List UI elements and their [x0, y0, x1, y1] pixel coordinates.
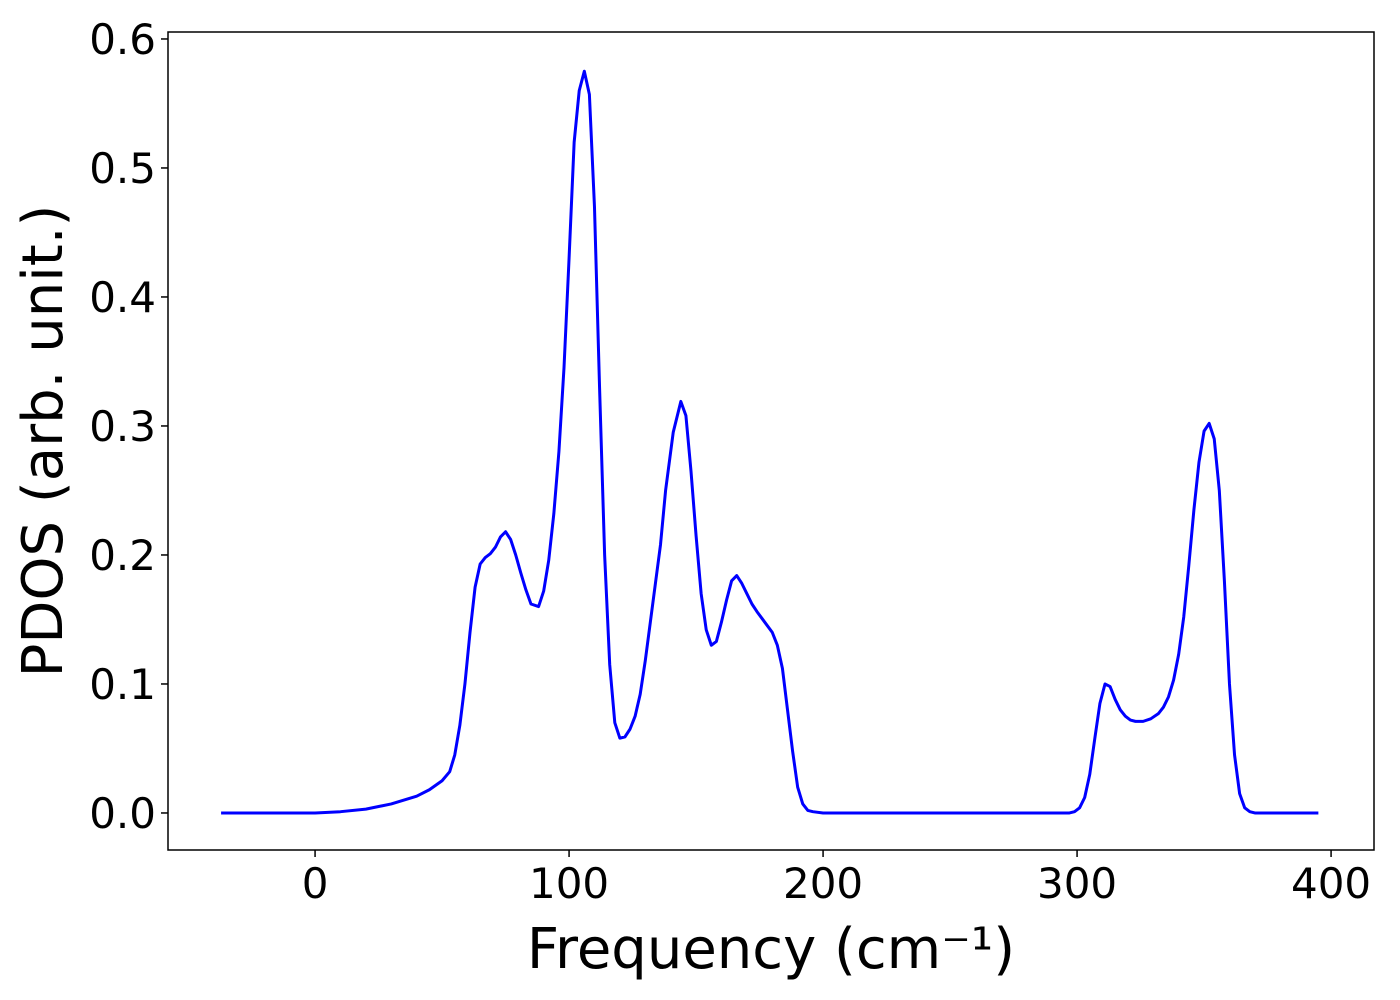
y-tick-label: 0.0 [89, 789, 156, 838]
plot-frame [167, 31, 1375, 851]
y-tick-label: 0.6 [89, 15, 156, 64]
x-tick-label: 0 [302, 859, 329, 908]
y-tick-label: 0.5 [89, 144, 156, 193]
x-tick-label: 300 [1037, 859, 1117, 908]
x-axis-label: Frequency (cm⁻¹) [527, 917, 1015, 982]
y-tick-label: 0.4 [89, 273, 156, 322]
data-line [221, 69, 1319, 815]
x-tick-label: 400 [1291, 859, 1371, 908]
x-tick-label: 100 [529, 859, 609, 908]
y-tick-label: 0.2 [89, 531, 156, 580]
y-tick-label: 0.3 [89, 402, 156, 451]
y-axis-label: PDOS (arb. unit.) [11, 205, 76, 678]
x-tick-label: 200 [783, 859, 863, 908]
y-tick-label: 0.1 [89, 660, 156, 709]
